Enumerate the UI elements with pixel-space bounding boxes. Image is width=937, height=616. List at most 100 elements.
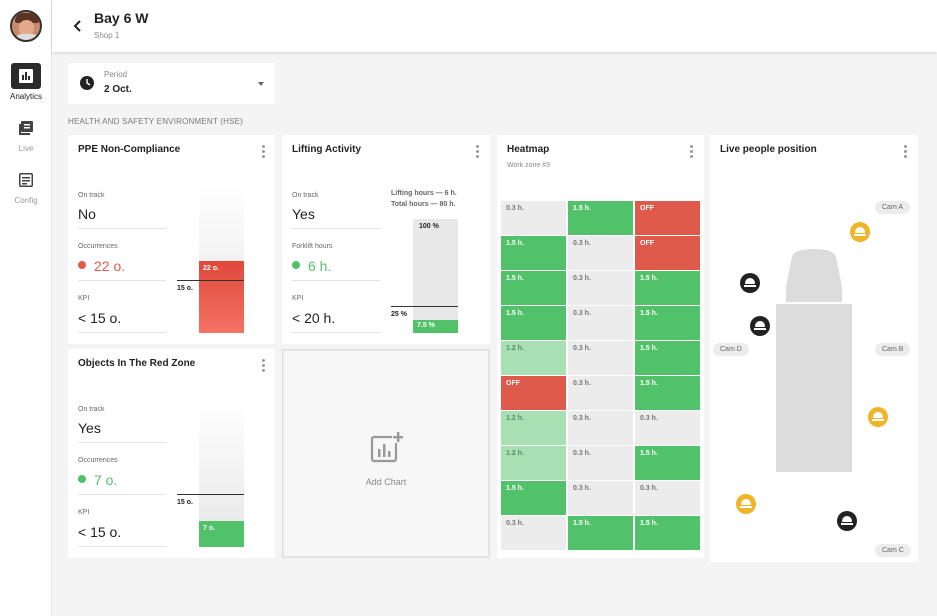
worker-marker[interactable]: [850, 222, 870, 242]
kpi-label: KPI: [292, 295, 304, 302]
kpi-label: KPI: [78, 295, 90, 302]
heatmap-cell: 1.5 h.: [635, 271, 700, 305]
occurrences-value: 7 o.: [78, 472, 117, 488]
worker-marker[interactable]: [837, 511, 857, 531]
camera-label-a: Cam A: [875, 201, 911, 214]
heatmap-cell: 1.2 h.: [501, 411, 566, 445]
worker-marker[interactable]: [736, 494, 756, 514]
heatmap-cell: 0.3 h.: [568, 411, 633, 445]
heatmap-cell: 1.5 h.: [635, 306, 700, 340]
live-card: Live people position Cam A Cam B Cam C C…: [710, 135, 918, 562]
heatmap-cell: 0.3 h.: [568, 236, 633, 270]
heatmap-cell: 1.5 h.: [568, 516, 633, 550]
back-arrow-icon[interactable]: [70, 18, 86, 34]
card-title: Lifting Activity: [292, 144, 362, 155]
sidebar-item-config[interactable]: Config: [0, 167, 52, 205]
page-title: Bay 6 W: [94, 10, 149, 26]
worker-marker[interactable]: [740, 273, 760, 293]
bar-chart-icon: [11, 63, 41, 89]
page-subtitle: Shop 1: [94, 31, 120, 40]
more-menu-icon[interactable]: [902, 145, 908, 159]
sidebar-item-analytics[interactable]: Analytics: [0, 63, 52, 101]
bar-fill: 7 o.: [199, 521, 244, 547]
more-menu-icon[interactable]: [474, 145, 480, 159]
occurrences-label: Occurrences: [78, 457, 118, 464]
section-title: HEALTH AND SAFETY ENVIRONMENT (HSE): [68, 117, 244, 126]
camera-label-c: Cam C: [875, 544, 911, 557]
status-dot: [78, 261, 86, 269]
legend-total-hours: Total hours — 80 h.: [391, 201, 456, 208]
bar-fill: 7.5 %: [413, 320, 458, 333]
card-title: Heatmap: [507, 144, 550, 155]
forklift-hours-label: Forklift hours: [292, 243, 333, 250]
period-select[interactable]: Period 2 Oct.: [68, 63, 275, 104]
heatmap-cell: 1.5 h.: [635, 516, 700, 550]
heatmap-cell: 0.3 h.: [568, 376, 633, 410]
add-chart-button[interactable]: Add Chart: [282, 349, 490, 558]
on-track-value: No: [78, 206, 96, 222]
period-value: 2 Oct.: [104, 84, 132, 95]
sidebar-item-live[interactable]: Live: [0, 115, 52, 153]
on-track-label: On track: [78, 406, 105, 413]
more-menu-icon[interactable]: [688, 145, 694, 159]
heatmap-cell: 1.5 h.: [635, 376, 700, 410]
kpi-value: < 15 o.: [78, 524, 122, 540]
heatmap-cell: 0.3 h.: [568, 271, 633, 305]
heatmap-cell: OFF: [501, 376, 566, 410]
sidebar-item-label: Analytics: [9, 92, 42, 101]
kpi-reference-label: 25 %: [391, 311, 407, 318]
occurrences-label: Occurrences: [78, 243, 118, 250]
on-track-label: On track: [78, 192, 105, 199]
clock-icon: [80, 76, 94, 90]
kpi-reference-label: 15 o.: [177, 285, 193, 292]
card-title: Live people position: [720, 144, 817, 155]
kpi-reference-line: [391, 306, 458, 307]
status-dot: [78, 475, 86, 483]
worker-marker[interactable]: [750, 316, 770, 336]
heatmap-cell: 0.3 h.: [568, 306, 633, 340]
bar-track: [413, 219, 458, 333]
heatmap-cell: 0.3 h.: [635, 481, 700, 515]
kpi-reference-label: 15 o.: [177, 499, 193, 506]
kpi-label: KPI: [78, 509, 90, 516]
heatmap-cell: 1.2 h.: [501, 446, 566, 480]
camera-label-b: Cam B: [875, 343, 911, 356]
bar-fill: 22 o.: [199, 261, 244, 333]
lifting-card: Lifting Activity On track Yes Forklift h…: [282, 135, 490, 344]
heatmap-cell: 1.5 h.: [635, 446, 700, 480]
heatmap-cell: 0.3 h.: [568, 481, 633, 515]
more-menu-icon[interactable]: [260, 359, 266, 373]
forklift-hours-value: 6 h.: [292, 258, 331, 274]
heatmap-cell: OFF: [635, 236, 700, 270]
occurrences-value: 22 o.: [78, 258, 125, 274]
kpi-reference-line: [177, 494, 244, 495]
heatmap-cell: 1.5 h.: [501, 306, 566, 340]
sidebar-item-label: Live: [18, 144, 34, 153]
kpi-reference-line: [177, 280, 244, 281]
heatmap-subtitle: Work zone #3: [507, 162, 551, 169]
heatmap-cell: 1.5 h.: [635, 341, 700, 375]
kpi-value: < 15 o.: [78, 310, 122, 326]
header: Bay 6 W Shop 1: [52, 0, 937, 52]
heatmap-cell: 0.3 h.: [501, 201, 566, 235]
list-config-icon: [11, 167, 41, 193]
legend-lifting-hours: Lifting hours — 6 h.: [391, 190, 457, 197]
sidebar-item-label: Config: [14, 196, 38, 205]
vehicle-floor-plan: [776, 249, 852, 472]
heatmap-cell: 1.5 h.: [501, 481, 566, 515]
period-label: Period: [104, 70, 128, 79]
heatmap-cell: 1.5 h.: [501, 236, 566, 270]
worker-marker[interactable]: [868, 407, 888, 427]
more-menu-icon[interactable]: [260, 145, 266, 159]
camera-label-d: Cam D: [713, 343, 749, 356]
ppe-card: PPE Non-Compliance On track No Occurrenc…: [68, 135, 275, 344]
heatmap-cell: 1.5 h.: [501, 271, 566, 305]
status-dot: [292, 261, 300, 269]
heatmap-cell: OFF: [635, 201, 700, 235]
on-track-value: Yes: [292, 206, 315, 222]
heatmap-card: Heatmap Work zone #3 0.3 h. 1.5 h. OFF 1.5 …: [497, 135, 704, 558]
bar-full-label: 100 %: [419, 223, 439, 230]
avatar[interactable]: [10, 10, 42, 42]
chevron-down-icon: [258, 82, 264, 86]
heatmap-cell: 0.3 h.: [635, 411, 700, 445]
